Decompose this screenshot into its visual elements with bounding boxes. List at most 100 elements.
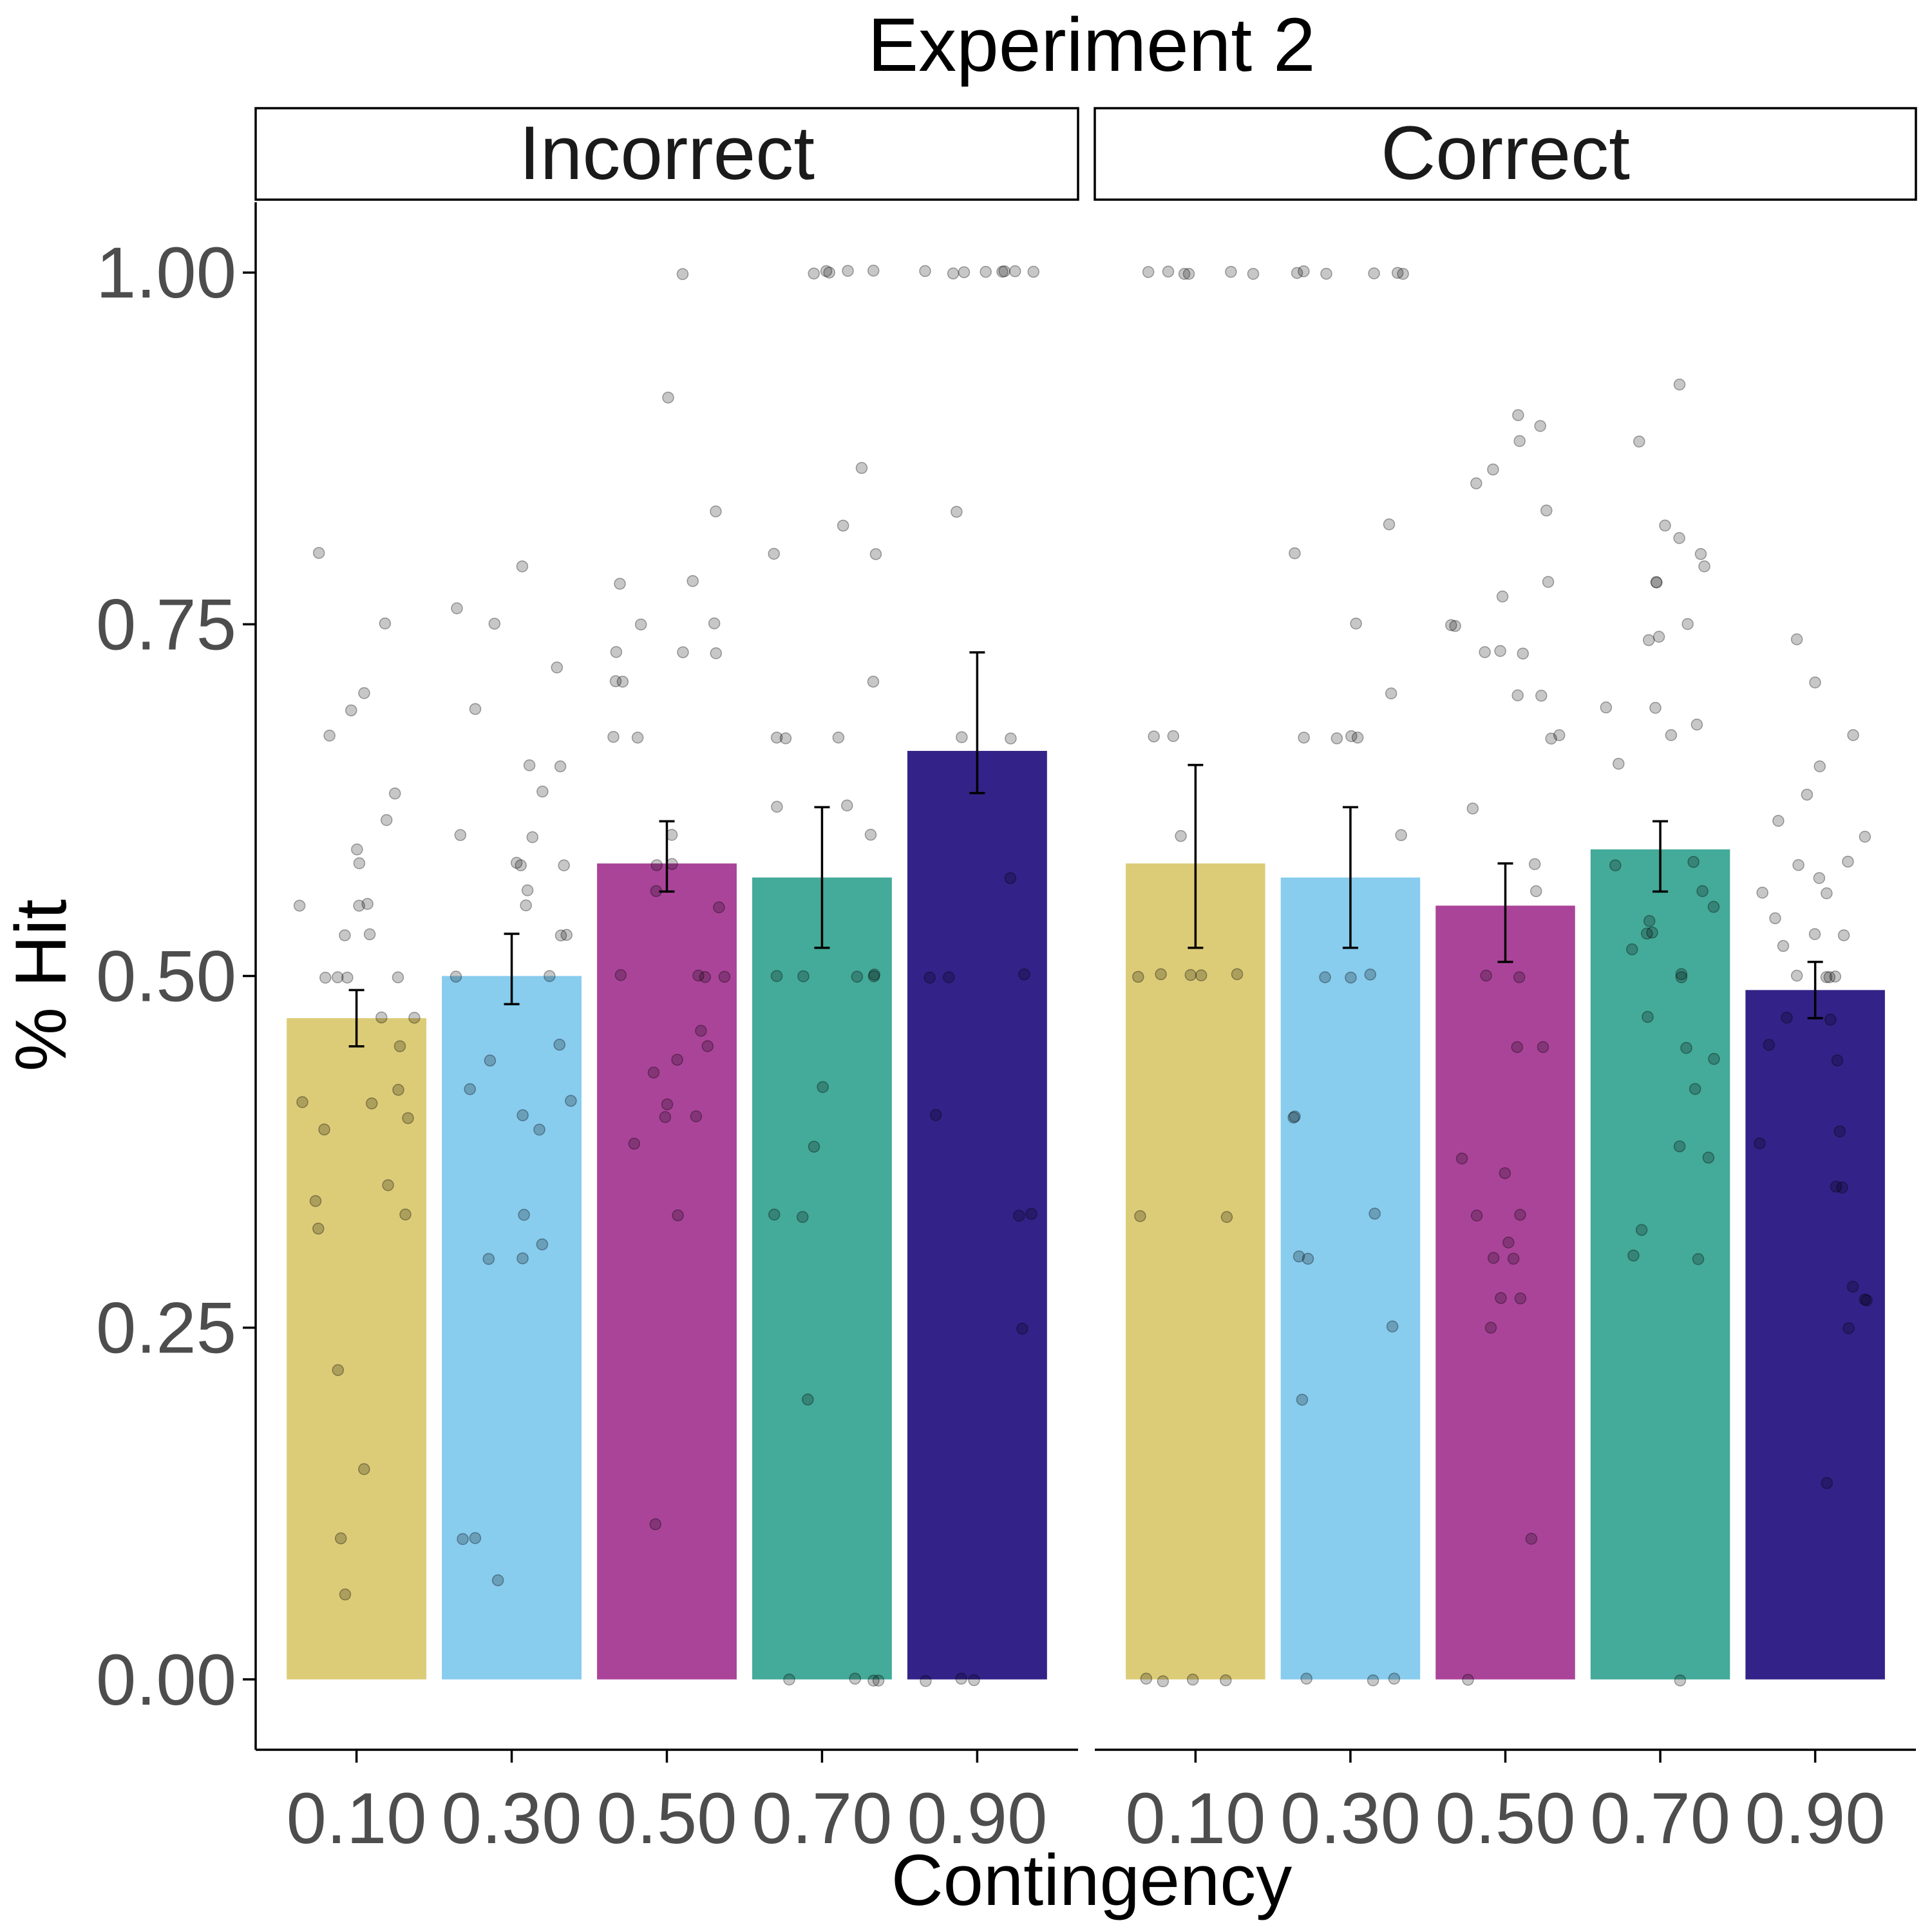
data-point <box>1300 1672 1312 1685</box>
data-point <box>469 1532 482 1544</box>
data-point <box>659 1111 672 1123</box>
data-point <box>980 265 992 278</box>
data-point <box>955 1672 967 1685</box>
y-tick-label: 0.50 <box>96 936 236 1017</box>
data-point <box>1289 1110 1301 1122</box>
data-point <box>1175 829 1187 842</box>
data-point <box>1653 630 1665 643</box>
chart-title: Experiment 2 <box>867 3 1315 88</box>
data-point <box>560 929 573 941</box>
data-point <box>1319 971 1331 983</box>
data-point <box>1842 855 1854 868</box>
data-point <box>1528 858 1541 871</box>
y-tick-label: 1.00 <box>96 232 236 313</box>
data-point <box>1650 576 1663 589</box>
data-point <box>1367 1674 1379 1687</box>
data-point <box>1027 265 1040 278</box>
data-point <box>1345 730 1358 743</box>
data-point <box>469 703 482 715</box>
data-point <box>666 858 678 870</box>
data-point <box>1540 504 1553 516</box>
data-point <box>1859 830 1871 843</box>
data-point <box>312 1222 325 1235</box>
data-point <box>1808 928 1821 940</box>
data-point <box>1487 1252 1500 1264</box>
data-point <box>919 265 931 278</box>
data-point <box>1673 532 1685 544</box>
data-point <box>1537 1041 1549 1054</box>
data-point <box>867 264 880 277</box>
data-point <box>867 676 880 688</box>
data-point <box>708 617 721 630</box>
data-point <box>690 1110 703 1122</box>
data-point <box>713 901 725 914</box>
data-point <box>1512 409 1524 421</box>
data-point <box>1466 802 1479 815</box>
data-point <box>1534 420 1546 432</box>
y-tick-label: 0.00 <box>96 1640 236 1720</box>
data-point <box>1674 1674 1687 1687</box>
data-point <box>393 1040 406 1052</box>
data-point <box>920 1674 932 1687</box>
data-point <box>1646 926 1658 939</box>
data-point <box>363 928 376 941</box>
data-point <box>771 800 783 813</box>
data-point <box>840 799 853 811</box>
data-point <box>1830 1180 1842 1193</box>
data-point <box>1513 971 1526 983</box>
data-point <box>488 618 501 630</box>
data-point <box>451 602 463 614</box>
data-point <box>1320 267 1332 280</box>
data-point <box>1692 1253 1705 1265</box>
data-point <box>1792 858 1804 871</box>
data-point <box>867 1674 880 1687</box>
data-point <box>1673 1140 1686 1153</box>
data-point <box>1769 912 1781 925</box>
data-point <box>823 266 835 279</box>
data-point <box>1698 560 1710 573</box>
data-point <box>699 971 711 983</box>
data-point <box>1462 1674 1474 1686</box>
data-point <box>1148 730 1160 743</box>
data-point <box>797 970 810 983</box>
data-point <box>1345 971 1357 984</box>
bar <box>1435 905 1575 1680</box>
data-point <box>1553 729 1566 741</box>
data-point <box>1814 760 1826 773</box>
data-point <box>1350 617 1362 630</box>
data-point <box>968 1674 980 1687</box>
data-point <box>1535 690 1548 702</box>
data-point <box>1756 886 1768 899</box>
data-point <box>783 1673 795 1686</box>
data-point <box>1470 477 1482 489</box>
data-point <box>1162 265 1175 278</box>
data-point <box>1289 547 1301 560</box>
data-point <box>293 900 306 912</box>
data-point <box>779 732 792 744</box>
data-point <box>1507 1253 1520 1265</box>
data-point <box>1016 1322 1028 1335</box>
data-point <box>1613 757 1625 770</box>
data-point <box>358 1463 370 1475</box>
data-point <box>551 661 564 674</box>
data-point <box>341 971 354 984</box>
data-point <box>296 1096 308 1108</box>
data-point <box>998 265 1010 278</box>
data-point <box>609 675 622 688</box>
data-point <box>1642 634 1655 647</box>
data-point <box>379 617 392 630</box>
data-point <box>1385 687 1397 700</box>
data-point <box>616 676 629 688</box>
data-point <box>1351 732 1364 744</box>
data-point <box>677 646 689 659</box>
data-point <box>958 266 971 278</box>
data-point <box>521 884 534 896</box>
data-point <box>1287 1112 1300 1124</box>
data-point <box>319 971 332 984</box>
data-point <box>692 969 705 982</box>
data-point <box>1781 1011 1793 1024</box>
data-point <box>1530 885 1542 898</box>
data-point <box>450 971 462 983</box>
data-point <box>710 505 722 518</box>
data-point <box>358 687 370 699</box>
